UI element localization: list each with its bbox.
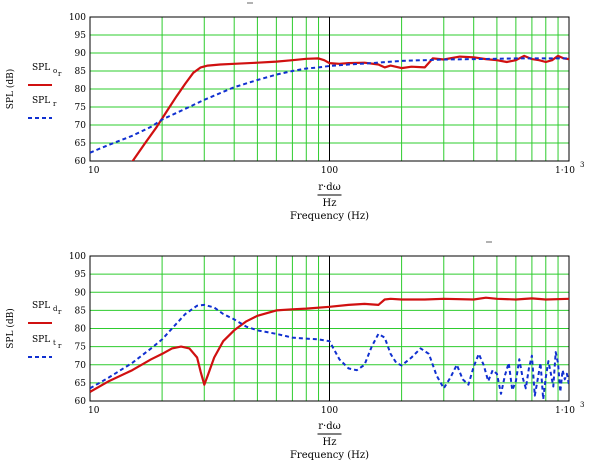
legend-label-sub: t [53, 339, 56, 347]
legend-label: SPL [32, 301, 50, 311]
y-tick-label: 65 [75, 139, 87, 149]
x-expression-denominator: Hz [323, 198, 337, 209]
y-tick-label: 80 [75, 85, 87, 95]
legend-label-sub: o [53, 67, 57, 75]
x-expression-denominator: Hz [323, 437, 337, 448]
x-tick-label: 10 [88, 166, 100, 176]
x-tick-label: 1·10 [555, 166, 575, 176]
series-line-0 [90, 296, 569, 393]
x-expression-numerator: r·dω [318, 421, 341, 432]
y-tick-label: 75 [75, 343, 87, 353]
legend-label-subsub: r [58, 342, 62, 350]
x-axis-label: Frequency (Hz) [290, 450, 369, 461]
x-tick-exponent: 3 [580, 161, 584, 169]
x-expression-numerator: r·dω [318, 182, 341, 193]
x-tick-label: 1·10 [555, 406, 575, 416]
y-tick-label: 85 [75, 67, 87, 77]
y-tick-label: 90 [75, 49, 87, 59]
y-tick-label: 60 [75, 397, 87, 407]
y-tick-label: 95 [75, 31, 87, 41]
y-tick-label: 70 [75, 121, 87, 131]
y-tick-label: 85 [75, 306, 87, 316]
y-tick-label: 100 [69, 252, 86, 262]
grid [89, 16, 570, 162]
y-tick-label: 95 [75, 270, 87, 280]
y-tick-label: 75 [75, 103, 87, 113]
chart-frequency-response-bottom: 60 65 70 75 80 85 90 95 100 10 100 1·10 3 SPL (dB) r·d… [5, 241, 584, 461]
y-axis-label: SPL (dB) [5, 69, 16, 109]
y-tick-label: 60 [75, 157, 87, 167]
legend-label: SPL [32, 96, 50, 106]
series-line-1 [90, 303, 569, 401]
x-tick-label: 10 [88, 406, 100, 416]
legend-entry-0: SPL o r [28, 63, 62, 86]
x-tick-label: 100 [321, 166, 338, 176]
legend-label-sub: r [53, 100, 57, 108]
legend-entry-1: SPL t r [28, 335, 62, 358]
legend-label-subsub: r [58, 308, 62, 316]
y-axis-label: SPL (dB) [5, 308, 16, 348]
x-tick-label: 100 [321, 406, 338, 416]
legend-label: SPL [32, 335, 50, 345]
plot-frame [89, 16, 570, 162]
series-line-0 [131, 54, 569, 161]
legend-entry-0: SPL d r [28, 301, 62, 324]
legend-label: SPL [32, 63, 50, 73]
legend-label-sub: d [53, 305, 58, 313]
legend-entry-1: SPL r [28, 96, 57, 119]
x-axis-label: Frequency (Hz) [290, 211, 369, 222]
plot-frame [89, 255, 570, 402]
x-tick-exponent: 3 [580, 401, 584, 409]
y-tick-label: 90 [75, 288, 87, 298]
legend-label-subsub: r [58, 70, 62, 78]
series-line-1 [90, 57, 569, 154]
chart-frequency-response-top: 60 65 70 75 80 85 90 95 100 10 100 1·10 3 SPL (dB) r·d… [5, 2, 584, 222]
y-tick-label: 65 [75, 379, 87, 389]
y-tick-label: 80 [75, 325, 87, 335]
y-tick-label: 70 [75, 361, 87, 371]
y-tick-label: 100 [69, 13, 86, 23]
